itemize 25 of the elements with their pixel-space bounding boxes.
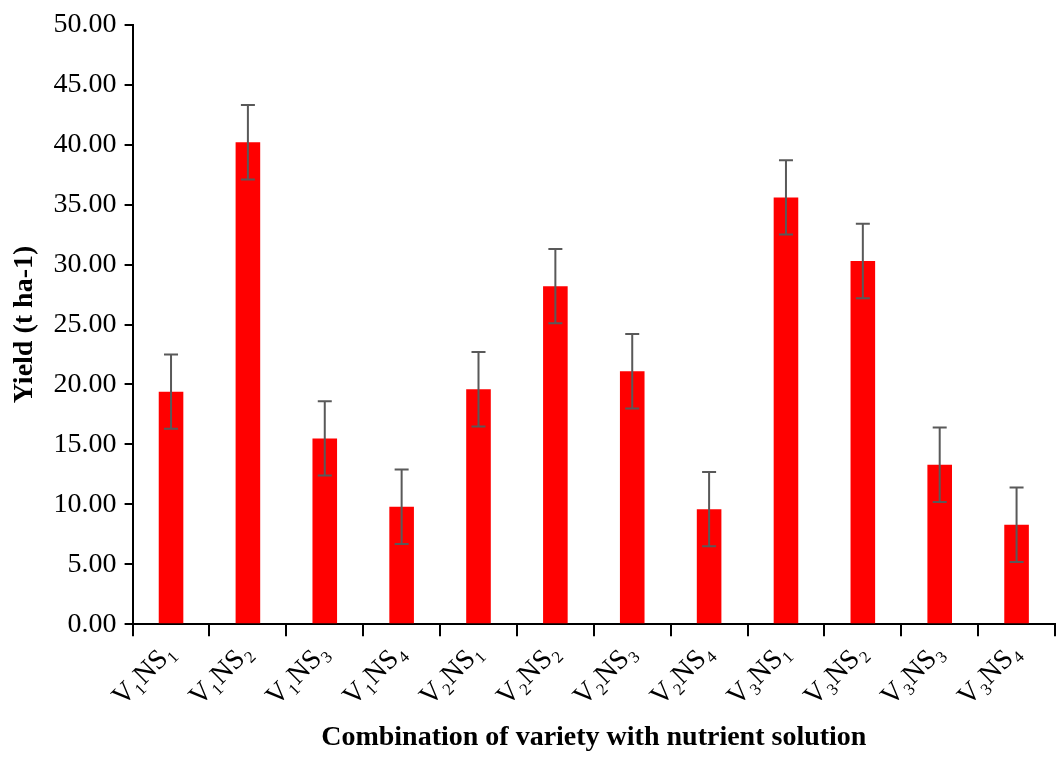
- y-tick-label: 35.00: [53, 186, 117, 218]
- bar: [927, 464, 952, 624]
- y-tick-label: 5.00: [67, 546, 117, 578]
- y-tick-label: 20.00: [53, 366, 117, 398]
- x-axis-title: Combination of variety with nutrient solution: [321, 720, 867, 752]
- bar: [312, 438, 338, 624]
- y-tick-label: 15.00: [53, 426, 117, 458]
- y-tick-label: 25.00: [53, 306, 117, 338]
- bar: [619, 371, 645, 624]
- bar: [158, 391, 184, 624]
- bar: [466, 389, 491, 624]
- y-tick-label: 45.00: [53, 67, 117, 99]
- bar: [696, 509, 722, 624]
- bar: [1004, 524, 1029, 624]
- bar: [773, 197, 799, 624]
- y-tick-label: 30.00: [53, 246, 117, 278]
- bar: [850, 260, 876, 624]
- y-tick-label: 40.00: [53, 127, 117, 159]
- y-tick-label: 10.00: [53, 486, 117, 518]
- bar: [389, 506, 414, 624]
- y-axis-title: Yield (t ha-1): [7, 245, 39, 404]
- y-tick-label: 50.00: [53, 7, 117, 39]
- bar: [235, 142, 261, 624]
- y-tick-label: 0.00: [67, 606, 117, 638]
- bar: [543, 286, 568, 624]
